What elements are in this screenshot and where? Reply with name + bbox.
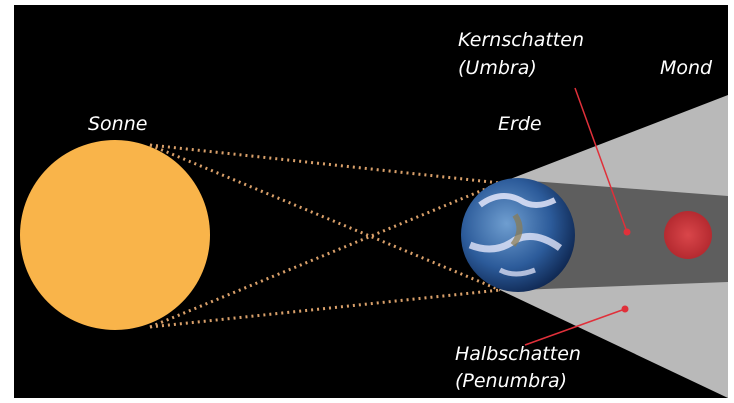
moon xyxy=(664,211,712,259)
sun-label: Sonne xyxy=(88,113,147,135)
pointer-dot xyxy=(624,229,631,236)
umbra-label: Kernschatten xyxy=(458,29,584,51)
sun xyxy=(20,140,210,330)
umbra-label: (Umbra) xyxy=(458,57,537,79)
penumbra-label: (Penumbra) xyxy=(455,370,567,392)
earth-label: Erde xyxy=(498,113,542,135)
moon-label: Mond xyxy=(660,57,713,79)
penumbra-label: Halbschatten xyxy=(455,343,581,365)
pointer-dot xyxy=(622,306,629,313)
eclipse-diagram: Sonne Erde Mond Kernschatten (Umbra) Hal… xyxy=(0,0,734,403)
earth xyxy=(461,178,575,292)
